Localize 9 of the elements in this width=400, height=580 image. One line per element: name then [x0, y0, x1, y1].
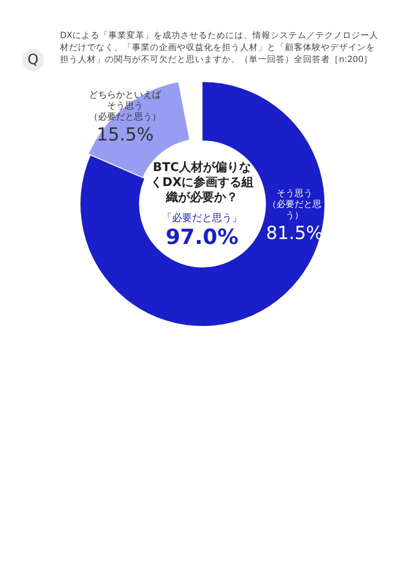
- slice-label: どちらかといえばそう思う（必要だと思う）: [89, 89, 162, 122]
- slice-label: そう思う（必要だと思う）: [268, 188, 322, 221]
- text: 97.0%: [164, 225, 240, 249]
- question-badge: Q: [22, 49, 44, 71]
- chart-title: DXによる「事業変革」を成功させるためには、情報システム／テクノロジー人材だけでなく、「事業の企画や収益化を担う人材」と「顧客体験やデザインを担う人材」の関与が不可欠だと思いますか。（単一回答）全回答者［n:200］: [60, 30, 380, 66]
- text: 「必要だと思う」: [161, 212, 243, 225]
- data-label: 81.5%: [266, 223, 324, 244]
- data-label: 15.5%: [96, 124, 154, 146]
- text: BTC人材が偏りなくDXに参画する組織が必要か？: [149, 160, 255, 205]
